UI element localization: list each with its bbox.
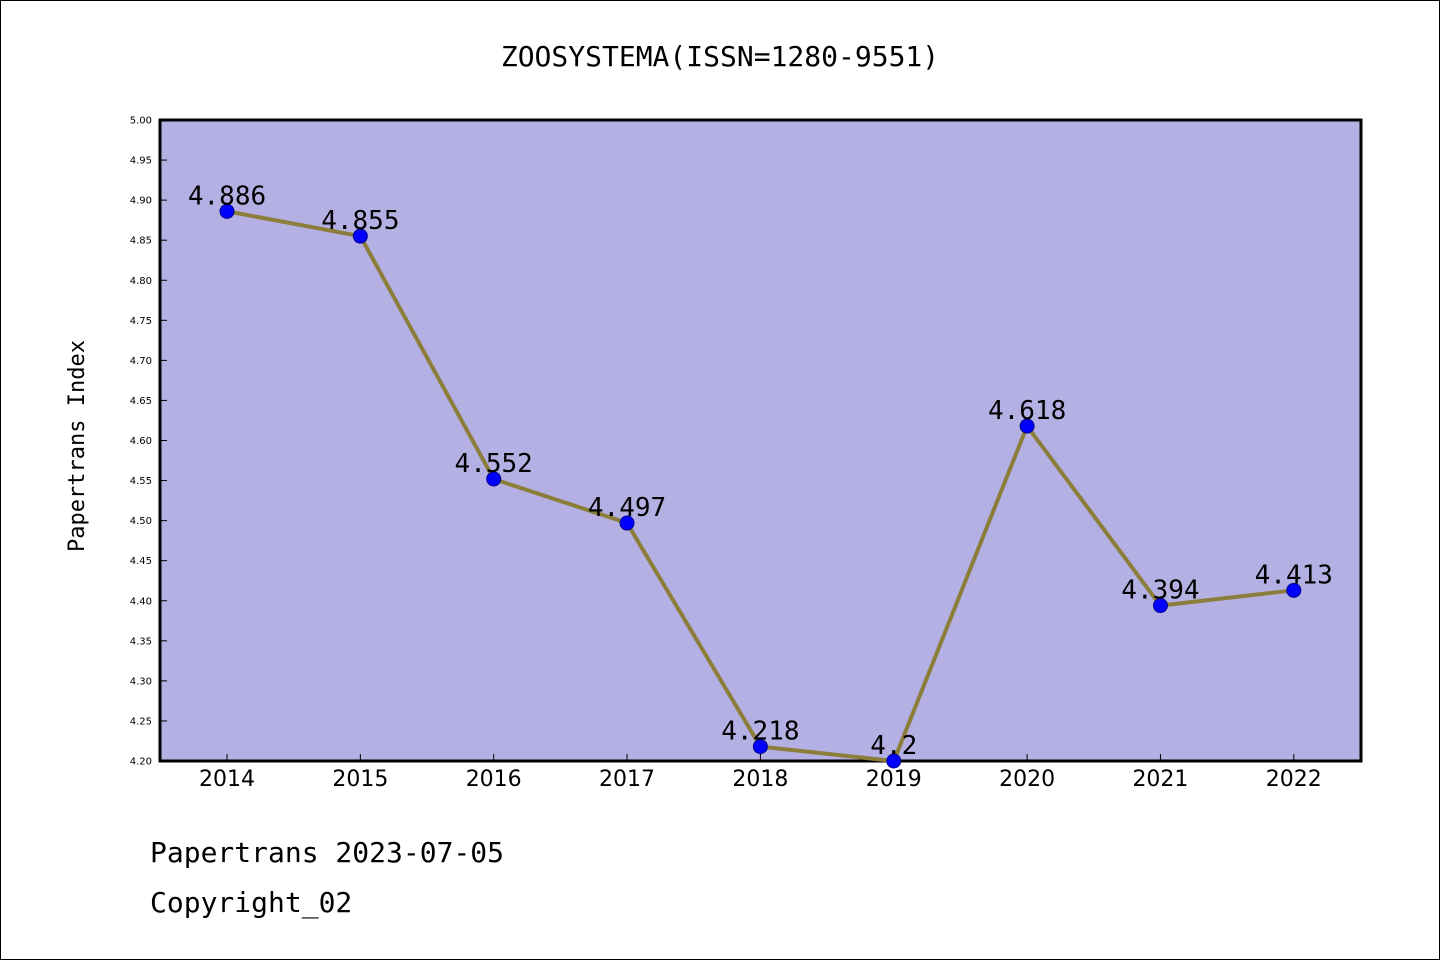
y-tick-label: 4.20 <box>130 757 152 768</box>
data-label: 4.497 <box>588 493 666 523</box>
x-tick-label: 2019 <box>866 767 922 792</box>
y-tick-label: 4.65 <box>130 396 152 407</box>
data-point <box>886 753 902 769</box>
y-tick-label: 4.55 <box>130 476 152 487</box>
y-tick-label: 4.50 <box>130 516 152 527</box>
x-tick-label: 2018 <box>732 767 788 792</box>
y-tick-label: 4.25 <box>130 716 152 727</box>
footer-date: Papertrans 2023-07-05 <box>150 836 505 869</box>
footer-copyright: Copyright_02 <box>150 886 353 919</box>
data-label: 4.218 <box>721 717 799 747</box>
data-label: 4.886 <box>188 181 266 211</box>
data-label: 4.394 <box>1121 576 1199 606</box>
y-axis-label: Papertrans Index <box>65 340 90 552</box>
data-point <box>352 228 368 244</box>
y-tick-label: 4.90 <box>130 196 152 207</box>
data-label: 4.618 <box>988 396 1066 426</box>
data-label: 4.855 <box>321 206 399 236</box>
x-axis: 2014 2015 2016 2017 2018 2019 2020 2021 2022 <box>199 754 1322 792</box>
y-tick-label: 4.45 <box>130 556 152 567</box>
x-tick-label: 2015 <box>332 767 388 792</box>
data-label: 4.552 <box>455 449 533 479</box>
data-point <box>486 471 502 487</box>
data-point <box>1152 598 1168 614</box>
data-point <box>1019 418 1035 434</box>
x-tick-label: 2021 <box>1132 767 1188 792</box>
chart-title: ZOOSYSTEMA(ISSN=1280-9551) <box>501 40 939 73</box>
y-tick-label: 5.00 <box>130 116 152 127</box>
y-tick-label: 4.80 <box>130 276 152 287</box>
data-label: 4.2 <box>870 731 917 761</box>
y-tick-label: 4.60 <box>130 436 152 447</box>
y-tick-label: 4.35 <box>130 636 152 647</box>
y-axis: 4.20 4.25 4.30 4.35 4.40 4.45 4.50 4.55 4.60 4.65… <box>130 116 167 768</box>
y-tick-label: 4.75 <box>130 316 152 327</box>
x-tick-label: 2017 <box>599 767 655 792</box>
data-point <box>752 739 768 755</box>
data-point <box>1286 582 1302 598</box>
y-tick-label: 4.30 <box>130 676 152 687</box>
data-label: 4.413 <box>1255 560 1333 590</box>
y-tick-label: 4.85 <box>130 236 152 247</box>
data-point <box>619 515 635 531</box>
plot-area <box>158 118 1363 763</box>
y-tick-label: 4.40 <box>130 596 152 607</box>
data-labels: 4.886 4.855 4.552 4.497 4.218 4.2 4.618 4.394 4.… <box>188 181 1333 761</box>
data-point <box>219 203 235 219</box>
x-tick-label: 2020 <box>999 767 1055 792</box>
series-markers <box>219 203 1302 769</box>
x-tick-label: 2022 <box>1266 767 1322 792</box>
x-tick-label: 2014 <box>199 767 255 792</box>
x-tick-label: 2016 <box>466 767 522 792</box>
y-tick-label: 4.70 <box>130 356 152 367</box>
y-tick-label: 4.95 <box>130 156 152 167</box>
